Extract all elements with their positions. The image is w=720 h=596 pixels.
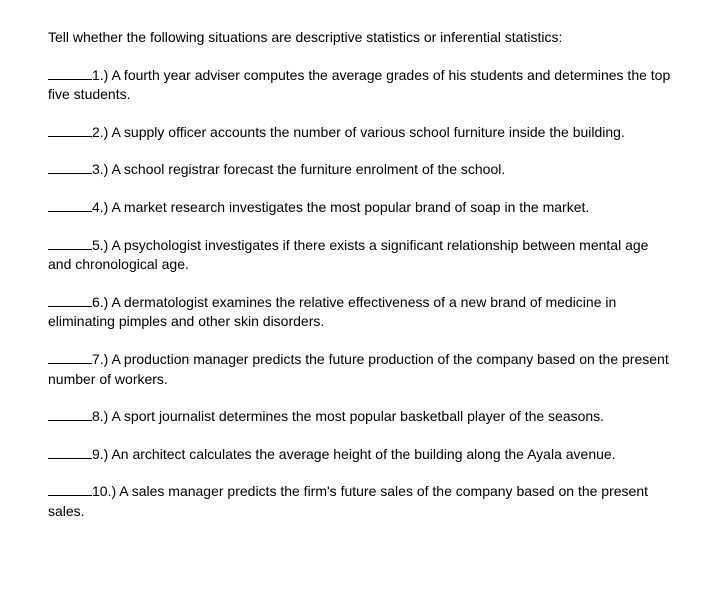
question-number: 9.) [92, 446, 108, 462]
answer-blank[interactable] [48, 125, 92, 137]
answer-blank[interactable] [48, 200, 92, 212]
answer-blank[interactable] [48, 162, 92, 174]
question-item: 8.) A sport journalist determines the mo… [48, 407, 672, 427]
question-text: A sales manager predicts the firm's futu… [48, 483, 648, 519]
question-item: 5.) A psychologist investigates if there… [48, 236, 672, 275]
question-text: A fourth year adviser computes the avera… [48, 67, 670, 103]
question-item: 1.) A fourth year adviser computes the a… [48, 66, 672, 105]
question-item: 10.) A sales manager predicts the firm's… [48, 482, 672, 521]
question-number: 1.) [92, 67, 108, 83]
question-text: A production manager predicts the future… [48, 351, 669, 387]
question-item: 3.) A school registrar forecast the furn… [48, 160, 672, 180]
question-number: 8.) [92, 408, 108, 424]
question-text: A dermatologist examines the relative ef… [48, 294, 616, 330]
question-number: 10.) [92, 483, 116, 499]
question-text: A supply officer accounts the number of … [111, 124, 624, 140]
answer-blank[interactable] [48, 238, 92, 250]
question-text: A market research investigates the most … [111, 199, 589, 215]
answer-blank[interactable] [48, 68, 92, 80]
question-number: 4.) [92, 199, 108, 215]
question-number: 3.) [92, 161, 108, 177]
question-text: A sport journalist determines the most p… [111, 408, 604, 424]
question-number: 7.) [92, 351, 108, 367]
instruction-text: Tell whether the following situations ar… [48, 28, 672, 48]
question-item: 9.) An architect calculates the average … [48, 445, 672, 465]
question-number: 2.) [92, 124, 108, 140]
answer-blank[interactable] [48, 409, 92, 421]
answer-blank[interactable] [48, 484, 92, 496]
question-text: An architect calculates the average heig… [111, 446, 615, 462]
answer-blank[interactable] [48, 447, 92, 459]
question-number: 6.) [92, 294, 108, 310]
question-item: 4.) A market research investigates the m… [48, 198, 672, 218]
question-item: 6.) A dermatologist examines the relativ… [48, 293, 672, 332]
question-text: A psychologist investigates if there exi… [48, 237, 648, 273]
answer-blank[interactable] [48, 295, 92, 307]
question-item: 7.) A production manager predicts the fu… [48, 350, 672, 389]
question-text: A school registrar forecast the furnitur… [111, 161, 505, 177]
question-item: 2.) A supply officer accounts the number… [48, 123, 672, 143]
answer-blank[interactable] [48, 352, 92, 364]
questions-list: 1.) A fourth year adviser computes the a… [48, 66, 672, 522]
question-number: 5.) [92, 237, 108, 253]
